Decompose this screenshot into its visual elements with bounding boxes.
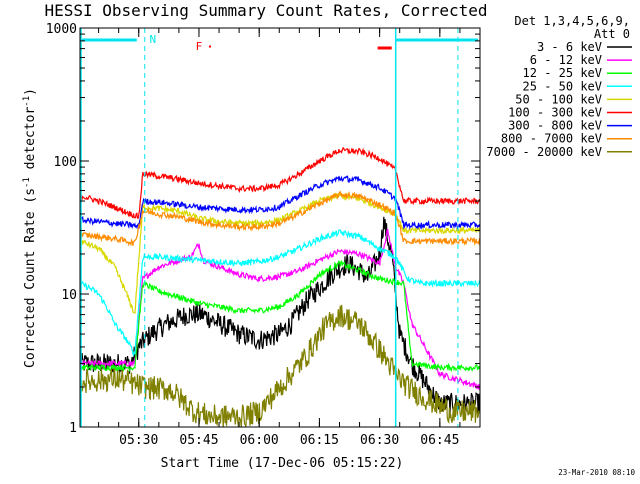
x-axis-label: Start Time (17-Dec-06 05:15:22) [161,456,404,471]
legend-label-5: 50 - 100 keV [515,92,602,106]
x-tick-label-2: 06:00 [240,433,279,448]
plot-frame [79,27,481,428]
legend-label-7: 300 - 800 keV [508,119,602,133]
y-axis-label: Corrected Count Rate (s-1 detector-1) [22,88,38,368]
legend-header-line-1: Det 1,3,4,5,6,9, [514,14,630,28]
legend-label-8: 800 - 7000 keV [501,132,602,146]
legend-header-line-2: Att 0 [594,27,630,41]
y-axis-label-part-1: Corrected Count Rate (s [23,188,38,368]
axis-layer: 1 10 100 1000 05:30 05:45 06:00 06:15 06:30 06:45 [46,22,481,448]
series-line-3-6-kev [79,216,481,415]
series-layer [79,147,481,428]
y-tick-label-3: 1000 [46,22,77,37]
series-line-100-300-kev [79,147,480,219]
series-line-300-800-kev [79,175,481,231]
series-line-25-50-kev [79,229,481,358]
series-line-7000-20000-kev [79,304,481,428]
x-tick-label-1: 05:45 [179,433,218,448]
y-axis-label-part-3: ) [23,88,38,96]
chart-title: HESSI Observing Summary Count Rates, Cor… [44,1,487,20]
series-line-12-25-kev [79,259,481,373]
x-tick-label-4: 06:30 [360,433,399,448]
flag-f-dot [208,45,211,48]
legend-label-6: 100 - 300 keV [508,106,602,120]
legend-label-3: 12 - 25 keV [523,66,602,80]
y-tick-label-2: 100 [54,155,77,170]
legend-label-9: 7000 - 20000 keV [486,145,602,159]
x-tick-label-5: 06:45 [420,433,459,448]
y-tick-label-0: 1 [69,421,77,436]
y-axis-label-exp-1: -1 [22,177,32,188]
flag-n-label: N [149,33,156,46]
x-tick-label-0: 05:30 [119,433,158,448]
marker-layer: NF [80,28,478,427]
legend-label-4: 25 - 50 keV [523,79,602,93]
series-line-50-100-kev [79,191,481,315]
series-line-6-12-kev [79,229,481,391]
x-tick-label-3: 06:15 [300,433,339,448]
series-line-800-7000-kev [79,190,481,247]
y-tick-label-1: 10 [61,288,77,303]
legend-label-1: 3 - 6 keV [537,40,602,54]
y-axis-label-exp-2: -1 [22,96,32,107]
y-axis-label-part-2: detector [23,107,38,178]
flag-f-label: F [196,40,203,53]
footer-timestamp: 23-Mar-2010 08:10 [558,468,635,477]
legend-label-2: 6 - 12 keV [530,53,602,67]
